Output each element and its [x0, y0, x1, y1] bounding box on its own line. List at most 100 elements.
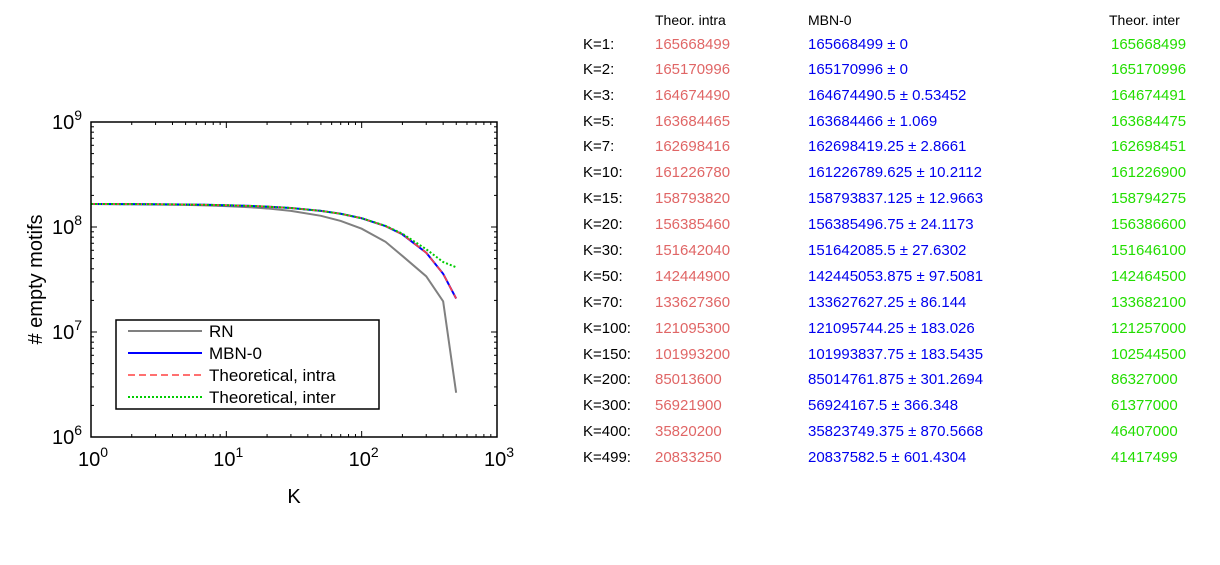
mbn-0-value: 35823749.375 ± 870.5668: [808, 423, 984, 440]
mbn-0-value: 158793837.125 ± 12.9663: [808, 190, 984, 207]
y-tick-labels: 106 107 108 109: [52, 107, 82, 449]
theor-inter-value: 163684475: [1111, 113, 1187, 130]
theor-intra-value: 164674490: [655, 87, 731, 104]
k-label: K=20:: [583, 216, 623, 233]
table-row: K=15: 158793820 158793837.125 ± 12.9663 158…: [583, 190, 1220, 214]
theor-inter-value: 41417499: [1111, 449, 1178, 466]
k-label: K=50:: [583, 268, 623, 285]
legend: RN MBN-0 Theoretical, intra Theoretical, in…: [115, 319, 380, 410]
theor-intra-value: 133627360: [655, 294, 731, 311]
header-theor-intra: Theor. intra: [655, 12, 726, 28]
mbn-0-value: 101993837.75 ± 183.5435: [808, 346, 984, 363]
theor-intra-value: 151642040: [655, 242, 731, 259]
k-label: K=150:: [583, 346, 631, 363]
k-label: K=10:: [583, 164, 623, 181]
theor-inter-value: 156386600: [1111, 216, 1187, 233]
mbn-0-value: 161226789.625 ± 10.2112: [808, 164, 982, 181]
theor-inter-value: 61377000: [1111, 397, 1178, 414]
theor-inter-value: 133682100: [1111, 294, 1187, 311]
y-tick-label: 106: [52, 422, 82, 449]
x-tick-label: 103: [484, 444, 514, 471]
theor-inter-value: 165170996: [1111, 61, 1187, 78]
theor-inter-value: 165668499: [1111, 36, 1187, 53]
theor-intra-value: 163684465: [655, 113, 731, 130]
table-row: K=50: 142444900 142445053.875 ± 97.5081 142…: [583, 268, 1220, 292]
theor-intra-value: 56921900: [655, 397, 722, 414]
theor-inter-value: 121257000: [1111, 320, 1187, 337]
table-row: K=100: 121095300 121095744.25 ± 183.026 121…: [583, 320, 1220, 344]
mbn-0-value: 164674490.5 ± 0.53452: [808, 87, 967, 104]
y-axis-label: # empty motifs: [25, 214, 47, 344]
theor-intra-value: 165170996: [655, 61, 731, 78]
series-line-theoretical-inter: [90, 202, 457, 269]
x-tick-label: 102: [349, 444, 379, 471]
theor-intra-value: 158793820: [655, 190, 731, 207]
theor-inter-value: 86327000: [1111, 371, 1178, 388]
theor-intra-value: 161226780: [655, 164, 731, 181]
theor-intra-value: 121095300: [655, 320, 731, 337]
table-row: K=1: 165668499 165668499 ± 0 165668499: [583, 36, 1220, 60]
x-tick-label: 100: [78, 444, 108, 471]
table-row: K=7: 162698416 162698419.25 ± 2.8661 162698…: [583, 138, 1220, 162]
theor-intra-value: 142444900: [655, 268, 731, 285]
table-row: K=70: 133627360 133627627.25 ± 86.144 13368…: [583, 294, 1220, 318]
legend-box: [115, 319, 380, 410]
k-label: K=400:: [583, 423, 631, 440]
mbn-0-value: 121095744.25 ± 183.026: [808, 320, 975, 337]
plot-frame: [90, 121, 498, 438]
table-row: K=499: 20833250 20837582.5 ± 601.4304 41417…: [583, 449, 1220, 473]
log-log-chart: 100 101 102 103 106 107 108 109 K # empty moti…: [25, 107, 514, 508]
k-label: K=2:: [583, 61, 615, 78]
theor-intra-value: 20833250: [655, 449, 722, 466]
y-tick-label: 108: [52, 212, 82, 239]
theor-inter-value: 46407000: [1111, 423, 1178, 440]
legend-label: Theoretical, inter: [209, 388, 336, 407]
theor-inter-value: 142464500: [1111, 268, 1187, 285]
k-label: K=200:: [583, 371, 631, 388]
header-theor-inter: Theor. inter: [1109, 12, 1180, 28]
series-line-mbn-0: [90, 202, 458, 299]
k-label: K=7:: [583, 138, 615, 155]
k-label: K=70:: [583, 294, 623, 311]
k-label: K=300:: [583, 397, 631, 414]
table-row: K=20: 156385460 156385496.75 ± 24.1173 1563…: [583, 216, 1220, 240]
table-row: K=150: 101993200 101993837.75 ± 183.5435 10…: [583, 346, 1220, 370]
mbn-0-value: 151642085.5 ± 27.6302: [808, 242, 967, 259]
theor-intra-value: 165668499: [655, 36, 731, 53]
table-row: K=3: 164674490 164674490.5 ± 0.53452 164674…: [583, 87, 1220, 111]
mbn-0-value: 142445053.875 ± 97.5081: [808, 268, 984, 285]
k-label: K=1:: [583, 36, 615, 53]
mbn-0-value: 165170996 ± 0: [808, 61, 908, 78]
k-label: K=5:: [583, 113, 615, 130]
results-table: Theor. intra MBN-0 Theor. inter K=1: 1656…: [583, 0, 1220, 565]
mbn-0-value: 20837582.5 ± 601.4304: [808, 449, 967, 466]
mbn-0-value: 85014761.875 ± 301.2694: [808, 371, 984, 388]
theor-intra-value: 162698416: [655, 138, 731, 155]
axis-ticks: [90, 121, 498, 438]
header-mbn-0: MBN-0: [808, 12, 852, 28]
theor-inter-value: 162698451: [1111, 138, 1187, 155]
legend-label: Theoretical, intra: [209, 366, 336, 385]
k-label: K=30:: [583, 242, 623, 259]
x-tick-label: 101: [213, 444, 243, 471]
theor-inter-value: 102544500: [1111, 346, 1187, 363]
k-label: K=100:: [583, 320, 631, 337]
legend-label: MBN-0: [209, 344, 262, 363]
theor-intra-value: 156385460: [655, 216, 731, 233]
k-label: K=3:: [583, 87, 615, 104]
theor-intra-value: 35820200: [655, 423, 722, 440]
mbn-0-value: 56924167.5 ± 366.348: [808, 397, 959, 414]
theor-intra-value: 101993200: [655, 346, 731, 363]
table-row: K=5: 163684465 163684466 ± 1.069 163684475: [583, 113, 1220, 137]
table-row: K=10: 161226780 161226789.625 ± 10.2112 161…: [583, 164, 1220, 188]
y-tick-label: 109: [52, 107, 82, 134]
k-label: K=15:: [583, 190, 623, 207]
theor-inter-value: 161226900: [1111, 164, 1187, 181]
theor-intra-value: 85013600: [655, 371, 722, 388]
x-axis-label: K: [287, 486, 301, 508]
mbn-0-value: 162698419.25 ± 2.8661: [808, 138, 967, 155]
y-tick-label: 107: [52, 317, 82, 344]
theor-inter-value: 158794275: [1111, 190, 1187, 207]
table-row: K=30: 151642040 151642085.5 ± 27.6302 15164…: [583, 242, 1220, 266]
series-line-theoretical-intra: [90, 203, 457, 299]
